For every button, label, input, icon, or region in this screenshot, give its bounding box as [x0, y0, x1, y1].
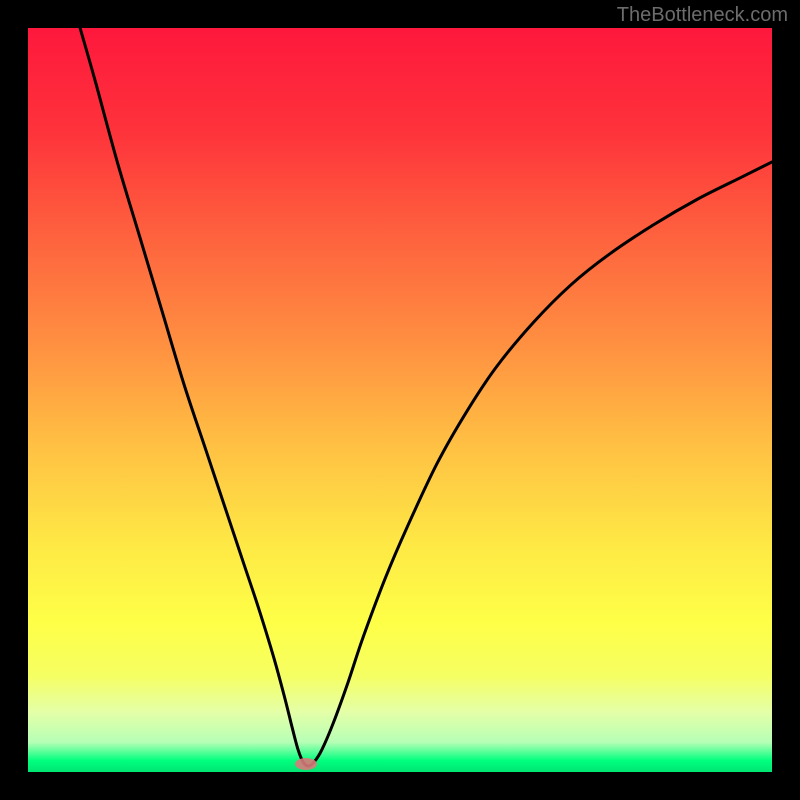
- bottleneck-curve: [28, 28, 772, 772]
- curve-vertex-marker: [295, 758, 317, 770]
- watermark-text: TheBottleneck.com: [617, 4, 788, 27]
- plot-frame: [28, 28, 772, 772]
